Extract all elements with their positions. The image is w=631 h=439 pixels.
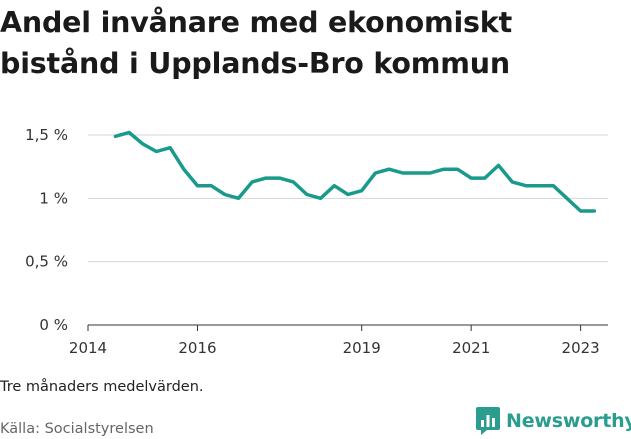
- chart-title: Andel invånare med ekonomiskt bistånd i …: [0, 2, 625, 84]
- brand-logo[interactable]: Newsworthy: [476, 407, 631, 435]
- x-tick-label: 2019: [343, 339, 381, 357]
- x-tick-label: 2014: [69, 339, 107, 357]
- x-tick-label: 2016: [178, 339, 216, 357]
- brand-name: Newsworthy: [506, 410, 631, 432]
- bar-chart-logo-icon: [476, 407, 500, 435]
- line-chart: 0 % 0,5 % 1 % 1,5 % 2014 2016 2019 2021 2023: [25, 126, 608, 357]
- series-layer: [113, 130, 597, 213]
- source-text: Källa: Socialstyrelsen: [0, 421, 154, 437]
- x-tick-label: 2021: [452, 339, 490, 357]
- chart-title-line-2: bistånd i Upplands-Bro kommun: [0, 47, 510, 80]
- y-tick-label: 1 %: [39, 189, 68, 207]
- y-tick-label: 1,5 %: [25, 126, 68, 144]
- x-tick-label: 2023: [562, 339, 600, 357]
- y-tick-label: 0,5 %: [25, 253, 68, 271]
- tick-labels: 0 % 0,5 % 1 % 1,5 % 2014 2016 2019 2021 2023: [25, 126, 600, 357]
- y-tick-label: 0 %: [39, 316, 68, 334]
- chart-note: Tre månaders medelvärden.: [0, 379, 204, 395]
- chart-title-line-1: Andel invånare med ekonomiskt: [0, 6, 512, 39]
- gridlines: [88, 134, 608, 326]
- axis-ticks: [87, 325, 582, 331]
- series-line: [113, 130, 597, 213]
